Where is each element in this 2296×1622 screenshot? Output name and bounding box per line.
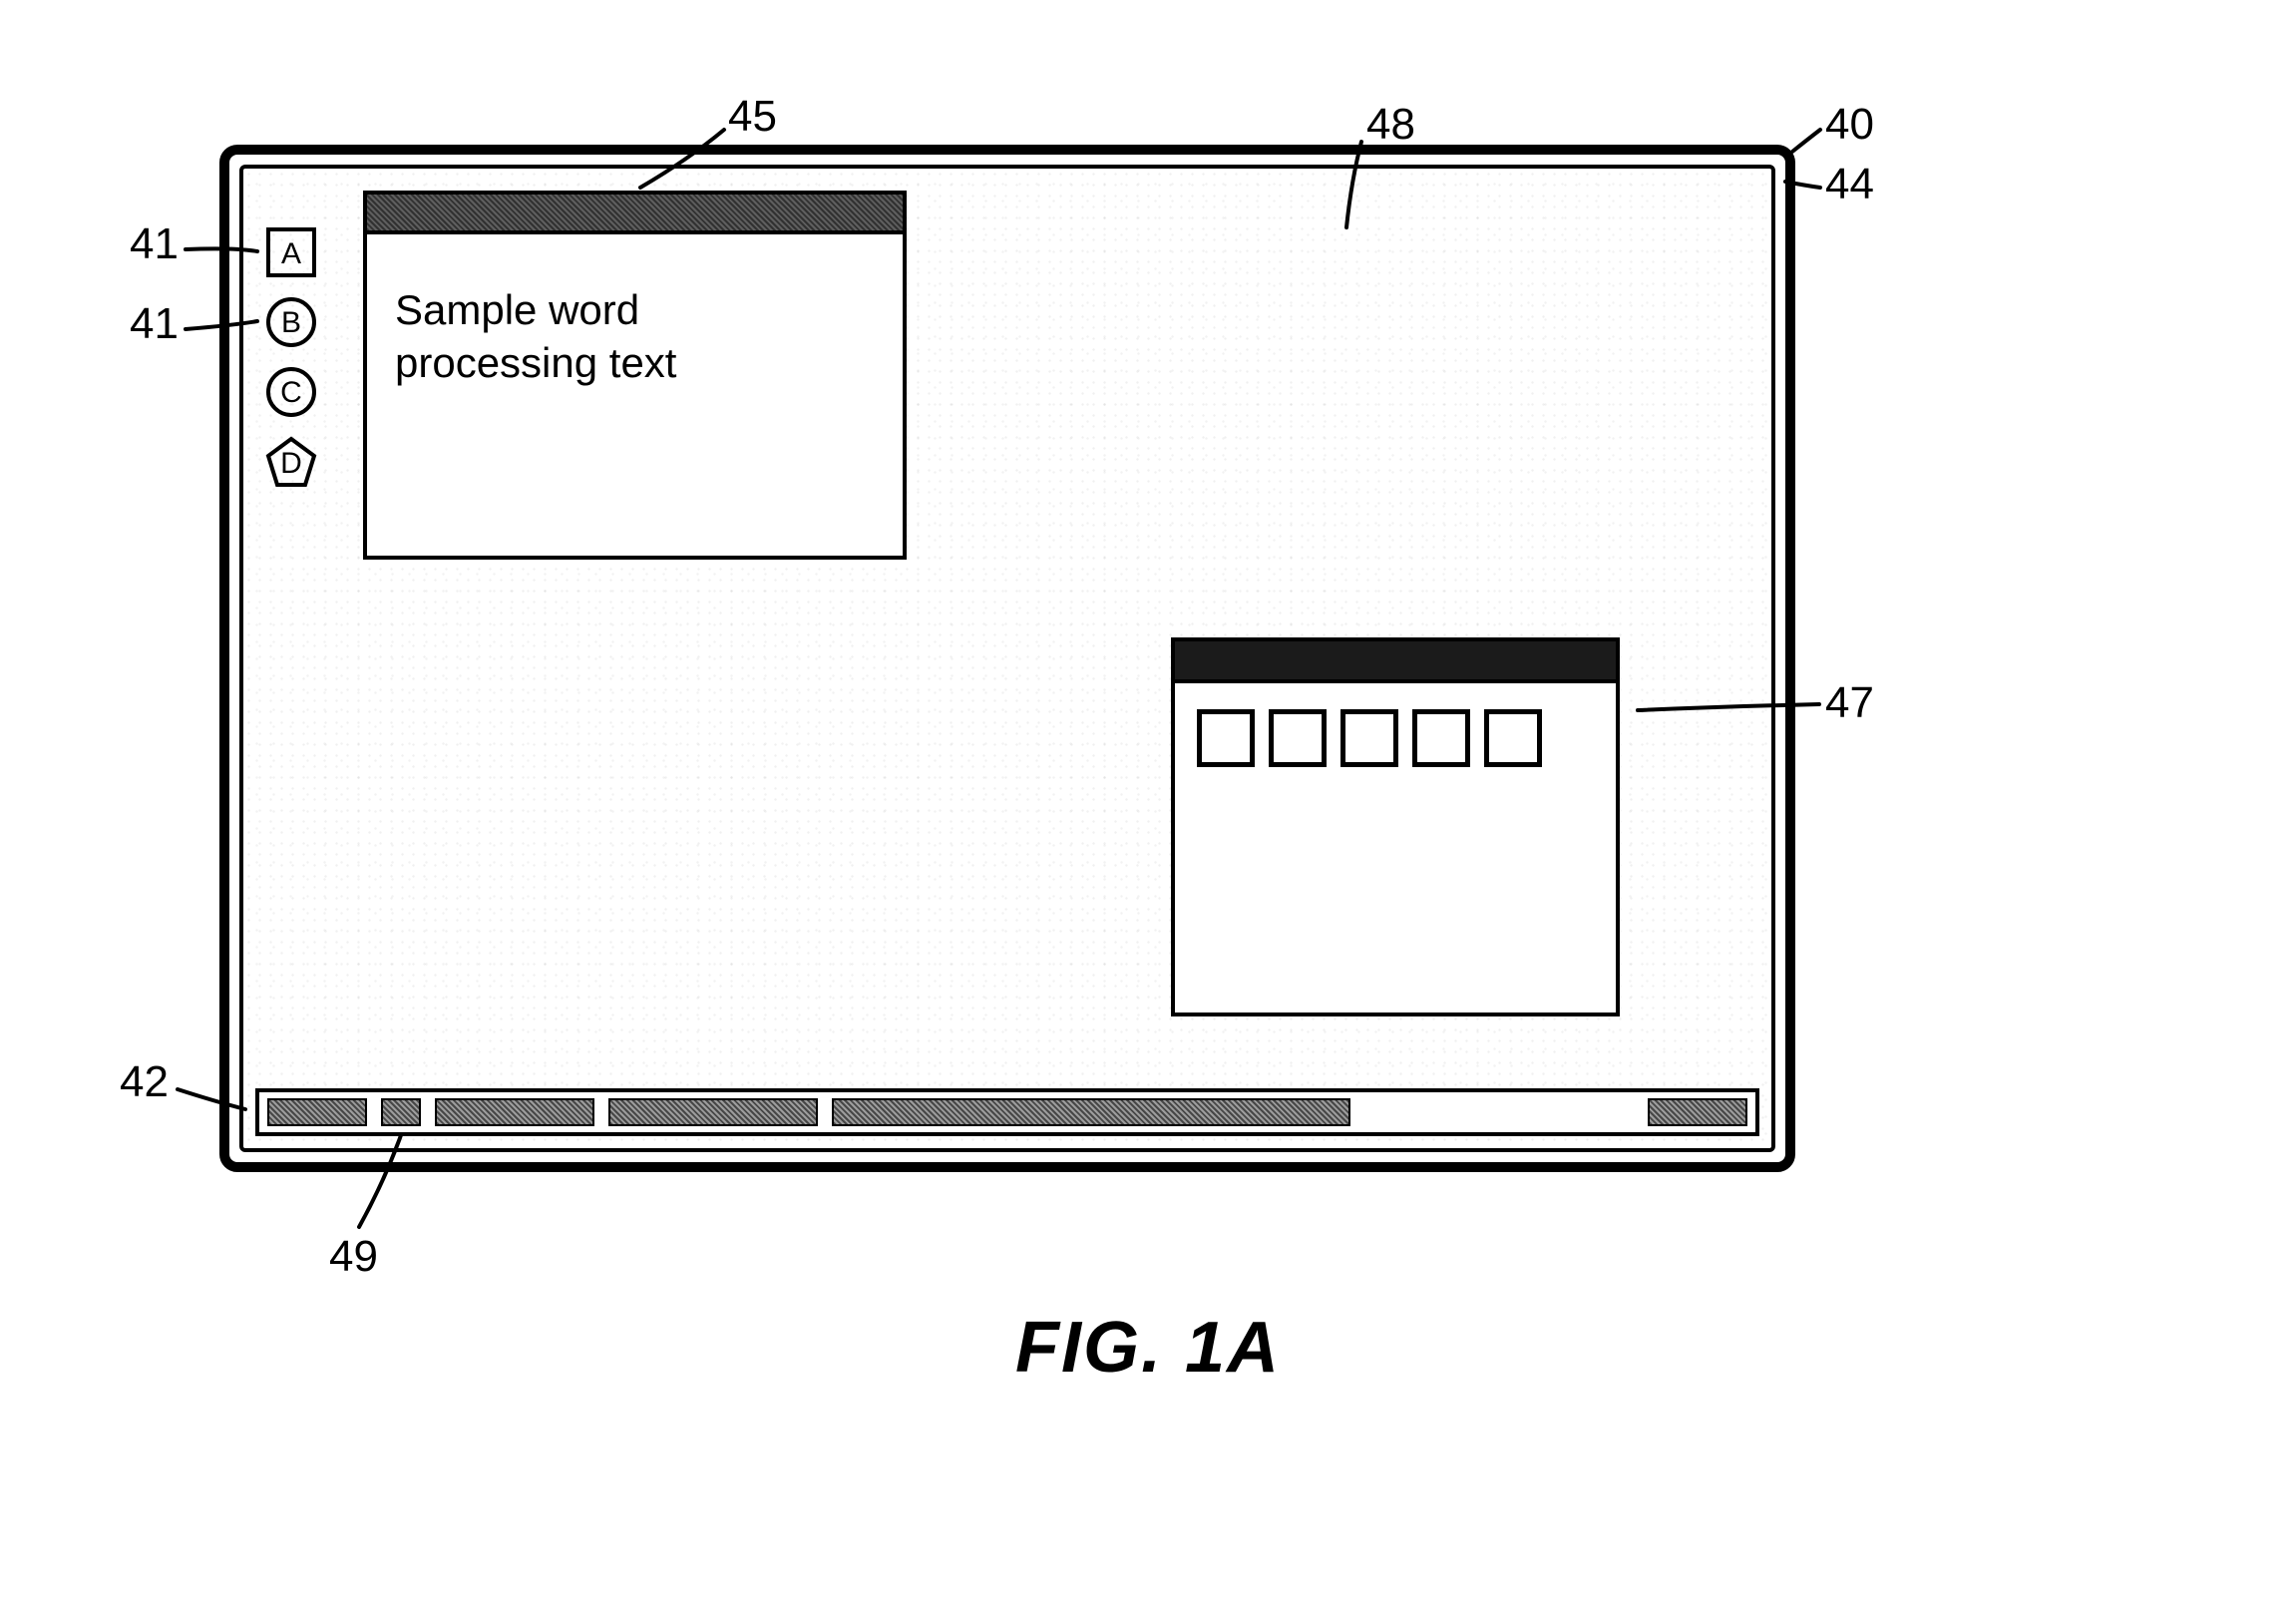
- ref-label-49: 49: [329, 1232, 378, 1282]
- desktop-icon-c[interactable]: C: [265, 366, 317, 418]
- desktop-icon-d-label: D: [280, 447, 302, 480]
- ref-label-40: 40: [1825, 100, 1874, 150]
- ref-label-47: 47: [1825, 678, 1874, 728]
- taskbar-tray-item[interactable]: [1648, 1098, 1747, 1126]
- taskbar-item[interactable]: [832, 1098, 1350, 1126]
- tool-button[interactable]: [1269, 709, 1327, 767]
- wp-text-line1: Sample word: [395, 284, 875, 337]
- taskbar-item[interactable]: [435, 1098, 594, 1126]
- tool-button[interactable]: [1340, 709, 1398, 767]
- desktop-icon-a-label: A: [281, 237, 301, 270]
- desktop-icon-b-label: B: [281, 306, 301, 339]
- tool-button[interactable]: [1484, 709, 1542, 767]
- desktop-icon-c-label: C: [280, 376, 302, 409]
- figure-canvas: A B C D Sample word processing text: [0, 0, 2296, 1622]
- taskbar-item[interactable]: [608, 1098, 818, 1126]
- ref-label-42: 42: [120, 1057, 169, 1107]
- taskbar[interactable]: [255, 1088, 1759, 1136]
- desktop-icon-column: A B C D: [265, 226, 325, 506]
- desktop-icon-a[interactable]: A: [265, 226, 317, 278]
- desktop-icon-b[interactable]: B: [265, 296, 317, 348]
- wp-text-line2: processing text: [395, 337, 875, 390]
- ref-label-44: 44: [1825, 160, 1874, 209]
- figure-caption: FIG. 1A: [0, 1307, 2296, 1389]
- ref-label-48: 48: [1366, 100, 1415, 150]
- ref-label-41b: 41: [130, 299, 179, 349]
- tool-palette-window[interactable]: [1171, 637, 1620, 1016]
- word-processor-titlebar[interactable]: [367, 195, 903, 234]
- desktop-icon-d[interactable]: D: [265, 436, 317, 488]
- ref-label-41a: 41: [130, 219, 179, 269]
- tool-button[interactable]: [1197, 709, 1255, 767]
- taskbar-item[interactable]: [267, 1098, 367, 1126]
- word-processor-window[interactable]: Sample word processing text: [363, 191, 907, 560]
- ref-label-45: 45: [728, 92, 777, 142]
- tool-button[interactable]: [1412, 709, 1470, 767]
- tool-palette-row: [1175, 683, 1616, 793]
- desktop-area[interactable]: A B C D Sample word processing text: [239, 165, 1775, 1152]
- taskbar-item[interactable]: [381, 1098, 421, 1126]
- word-processor-body[interactable]: Sample word processing text: [367, 234, 903, 439]
- monitor-bezel: A B C D Sample word processing text: [219, 145, 1795, 1172]
- tool-palette-titlebar[interactable]: [1175, 641, 1616, 683]
